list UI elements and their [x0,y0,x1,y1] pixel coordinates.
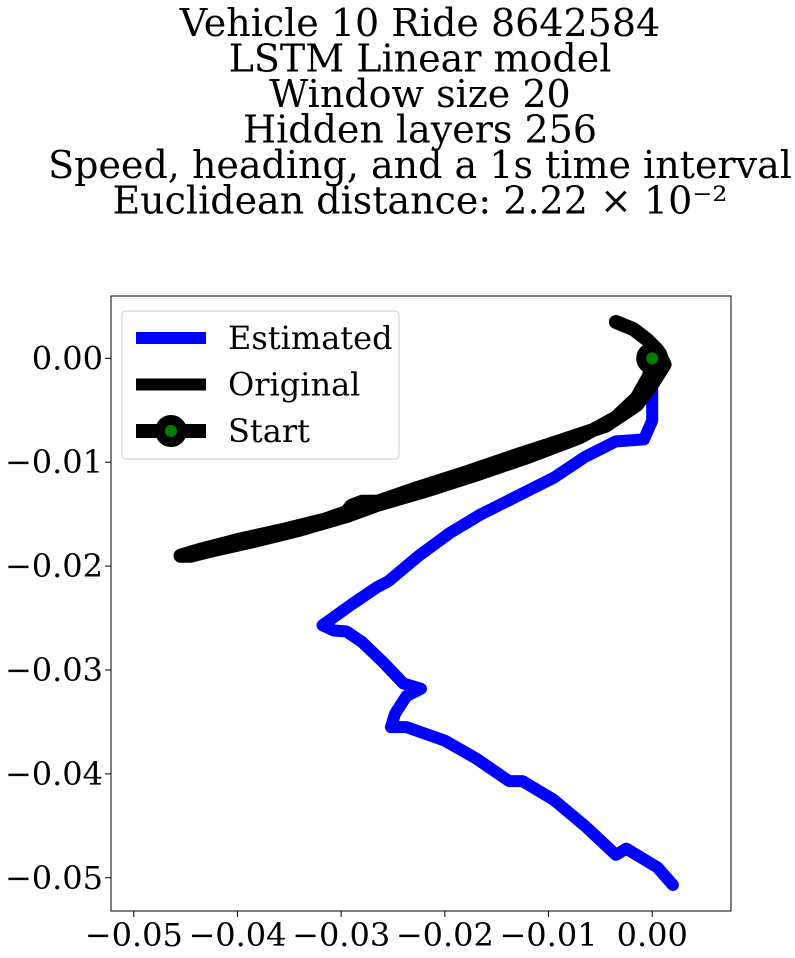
legend-label-estimated: Estimated [228,319,393,357]
x-tick-label: −0.05 [85,916,183,954]
y-tick-label: −0.05 [5,859,103,897]
series-line-estimated [316,352,679,891]
title-line-4: Hidden layers 256 [243,108,597,152]
title-line-2: LSTM Linear model [229,37,612,81]
y-tick-label: −0.04 [5,755,103,793]
legend-label-start: Start [228,412,310,450]
series-line-original [173,315,672,563]
x-tick-label: −0.02 [396,916,494,954]
x-tick-label: −0.03 [292,916,390,954]
legend-start-marker [155,415,187,447]
start-marker [636,342,669,375]
y-tick-label: −0.02 [5,547,103,585]
legend: Estimated Original Start [121,310,400,460]
y-axis: 0.00 −0.01 −0.02 −0.03 −0.04 −0.05 [5,339,111,897]
title-line-3: Window size 20 [269,72,570,116]
y-tick-label: −0.01 [5,443,103,481]
legend-frame [121,310,400,460]
plot-frame [110,295,732,912]
x-tick-label: −0.04 [188,916,286,954]
y-tick-label: 0.00 [32,339,103,377]
title-line-1: Vehicle 10 Ride 8642584 [179,1,660,45]
plot-area [110,295,732,912]
x-axis: −0.05 −0.04 −0.03 −0.02 −0.01 0.00 [85,911,688,954]
x-tick-label: −0.01 [499,916,597,954]
title-line-5: Speed, heading, and a 1s time interval [48,143,792,187]
title-line-6: Euclidean distance: 2.22 × 10⁻² [112,179,727,223]
x-tick-label: 0.00 [617,916,688,954]
legend-label-original: Original [228,366,360,404]
y-tick-label: −0.03 [5,651,103,689]
series-group [173,315,679,891]
